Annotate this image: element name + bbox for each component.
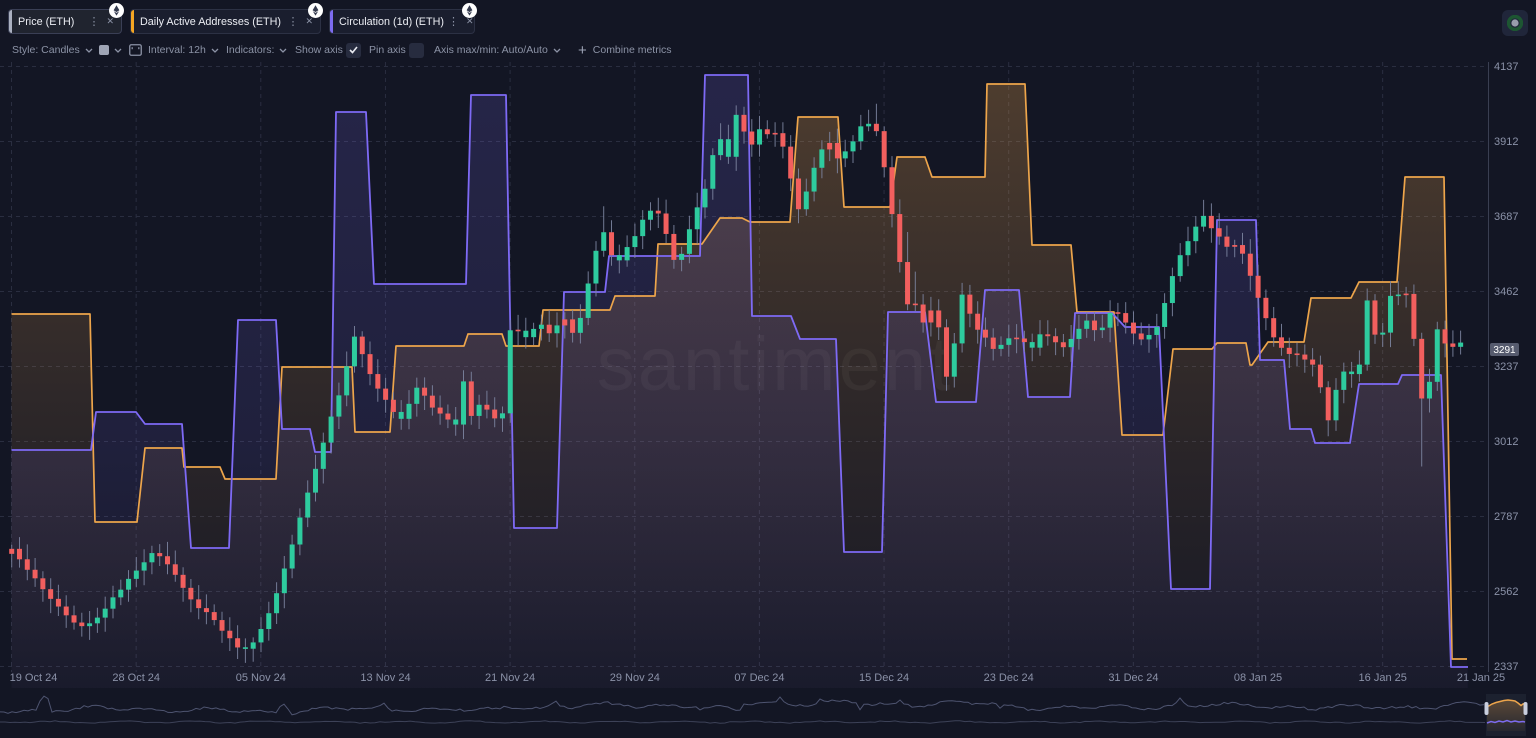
svg-text:3291: 3291 — [1493, 345, 1516, 356]
svg-text:31 Dec 24: 31 Dec 24 — [1108, 672, 1158, 684]
svg-text:3462: 3462 — [1494, 286, 1518, 298]
svg-text:05 Nov 24: 05 Nov 24 — [236, 672, 286, 684]
svg-text:3237: 3237 — [1494, 361, 1518, 373]
svg-text:2562: 2562 — [1494, 586, 1518, 598]
svg-text:07 Dec 24: 07 Dec 24 — [734, 672, 784, 684]
svg-text:29 Nov 24: 29 Nov 24 — [610, 672, 660, 684]
svg-text:3912: 3912 — [1494, 136, 1518, 148]
svg-text:23 Dec 24: 23 Dec 24 — [984, 672, 1034, 684]
svg-text:2337: 2337 — [1494, 661, 1518, 673]
svg-text:21 Jan 25: 21 Jan 25 — [1457, 672, 1505, 684]
svg-text:08 Jan 25: 08 Jan 25 — [1234, 672, 1282, 684]
svg-text:15 Dec 24: 15 Dec 24 — [859, 672, 909, 684]
svg-text:13 Nov 24: 13 Nov 24 — [360, 672, 410, 684]
svg-text:16 Jan 25: 16 Jan 25 — [1359, 672, 1407, 684]
svg-text:28 Oct 24: 28 Oct 24 — [112, 672, 160, 684]
svg-text:2787: 2787 — [1494, 511, 1518, 523]
svg-text:3012: 3012 — [1494, 436, 1518, 448]
svg-text:19 Oct 24: 19 Oct 24 — [10, 672, 58, 684]
svg-text:4137: 4137 — [1494, 61, 1518, 73]
svg-text:3687: 3687 — [1494, 211, 1518, 223]
svg-text:21 Nov 24: 21 Nov 24 — [485, 672, 535, 684]
